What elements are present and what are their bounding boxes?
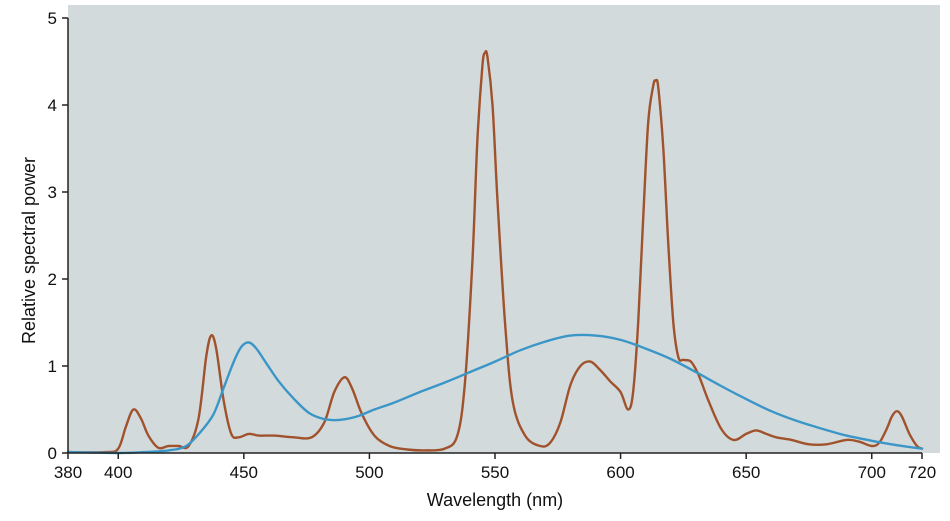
- x-tick-label: 550: [481, 463, 509, 482]
- x-tick-label: 700: [858, 463, 886, 482]
- y-tick-label: 4: [48, 96, 57, 115]
- x-tick-label: 450: [230, 463, 258, 482]
- x-axis-ticks: 380 400 450 500 550 600 650 700 720: [54, 453, 936, 482]
- series-line-2: [66, 333, 924, 455]
- x-tick-label: 720: [908, 463, 936, 482]
- plot-background: [68, 5, 940, 453]
- series-layer: [66, 50, 924, 455]
- x-axis-title: Wavelength (nm): [427, 490, 563, 510]
- y-tick-label: 2: [48, 270, 57, 289]
- x-tick-label: 400: [104, 463, 132, 482]
- y-axis-ticks: 0 1 2 3 4 5: [48, 9, 68, 463]
- x-tick-label: 650: [732, 463, 760, 482]
- x-tick-label: 500: [355, 463, 383, 482]
- y-tick-label: 5: [48, 9, 57, 28]
- y-axis-title: Relative spectral power: [19, 157, 39, 344]
- series-line-1: [66, 50, 924, 454]
- y-tick-label: 1: [48, 357, 57, 376]
- y-tick-label: 3: [48, 183, 57, 202]
- y-tick-label: 0: [48, 444, 57, 463]
- x-tick-label: 600: [606, 463, 634, 482]
- x-tick-label: 380: [54, 463, 82, 482]
